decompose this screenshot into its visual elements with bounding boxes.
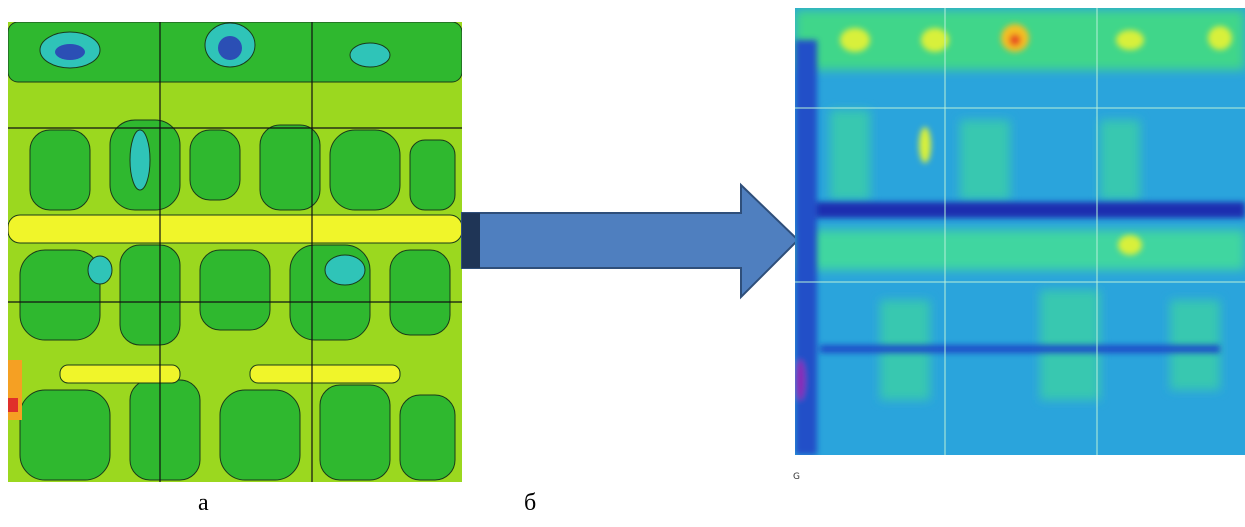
heatmap-b [795,8,1245,455]
contour-map-a [8,22,462,482]
caption-a: а [198,490,209,516]
caption-b: б [524,490,537,516]
corner-mark: G [793,472,800,482]
arrow [461,182,800,300]
